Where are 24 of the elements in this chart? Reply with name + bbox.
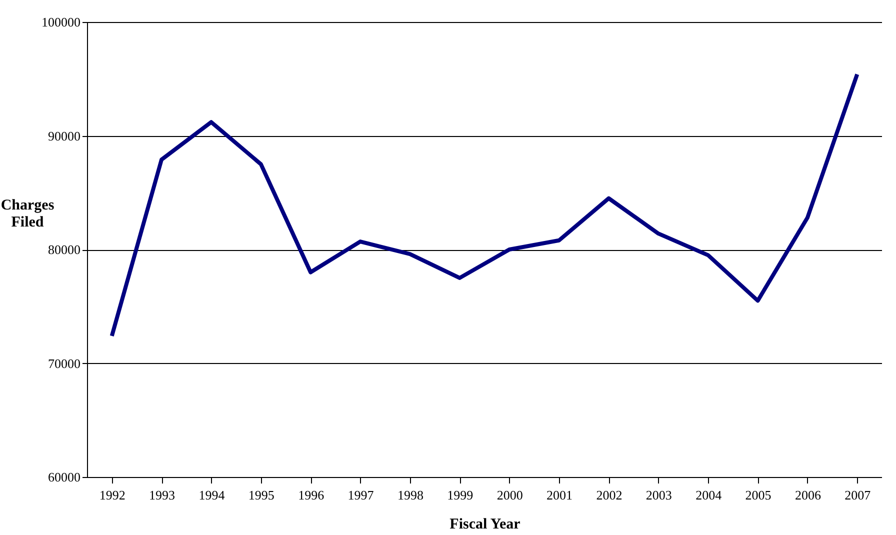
x-tick-label: 1997	[348, 488, 374, 502]
x-tick-label: 2002	[596, 488, 622, 502]
y-tick-label: 100000	[42, 14, 80, 30]
y-tick-label: 80000	[48, 242, 80, 257]
x-tick-label: 1993	[149, 488, 176, 502]
line-series	[110, 72, 860, 338]
y-tick-label: 90000	[48, 128, 80, 144]
x-tick-label: 2003	[646, 488, 672, 502]
x-tick-label: 1995	[248, 488, 274, 502]
x-tick-label: 2000	[496, 488, 523, 502]
x-tick-label: 2004	[696, 488, 722, 502]
x-tick-label: 1996	[298, 488, 325, 502]
x-tick-label: 1994	[198, 488, 226, 502]
y-tick-label: 60000	[48, 470, 80, 484]
x-tick-label: 2005	[745, 488, 772, 502]
y-axis-title: Charges Filed	[0, 198, 54, 230]
x-tick-label: 1992	[99, 488, 126, 502]
x-tick-label: 2001	[546, 488, 573, 502]
x-tick-label: 2007	[844, 488, 872, 502]
x-tick-label: 1998	[397, 488, 424, 502]
x-tick-label: 2006	[794, 488, 822, 502]
x-tick-label: 1999	[447, 488, 474, 502]
y-tick-label: 70000	[48, 356, 80, 371]
x-axis-title: Fiscal Year	[450, 516, 521, 532]
